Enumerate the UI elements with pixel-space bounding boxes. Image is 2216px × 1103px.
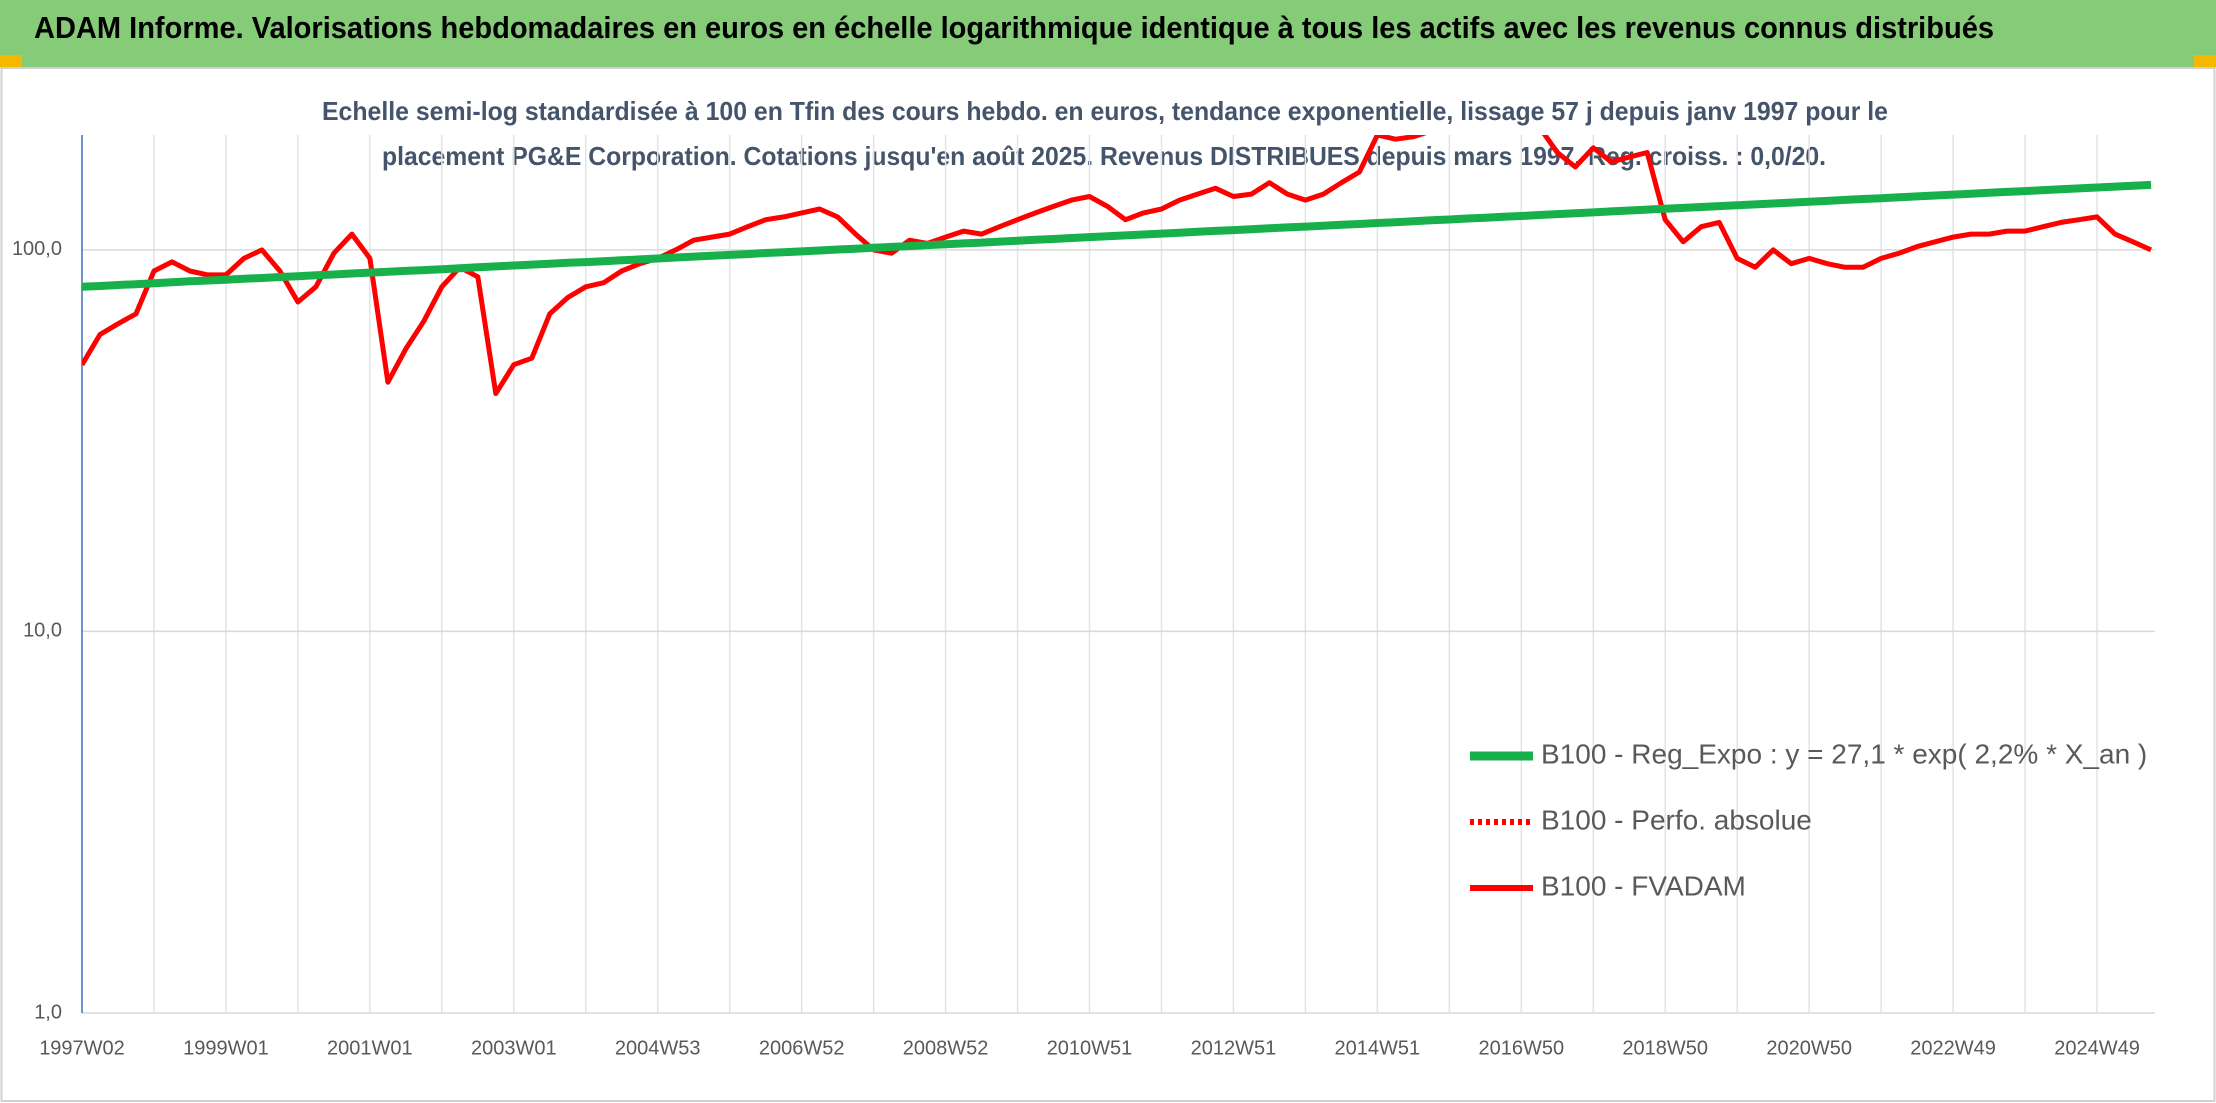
legend-label: B100 - Perfo. absolue xyxy=(1541,804,1812,835)
subtitle: Echelle semi-log standardisée à 100 en T… xyxy=(322,96,1888,126)
header-title: ADAM Informe. Valorisations hebdomadaire… xyxy=(34,10,1994,45)
corner-mark xyxy=(0,55,22,68)
series-line xyxy=(82,180,2152,291)
plot-area xyxy=(82,135,2153,397)
legend-label: B100 - FVADAM xyxy=(1541,870,1746,901)
x-tick-label: 2022W49 xyxy=(1910,1037,1996,1059)
series-line xyxy=(82,135,2153,397)
x-tick-label: 2018W50 xyxy=(1622,1037,1708,1059)
legend-label: B100 - Reg_Expo : y = 27,1 * exp( 2,2% *… xyxy=(1541,738,2147,769)
x-tick-label: 2001W01 xyxy=(327,1037,413,1059)
x-tick-label: 2010W51 xyxy=(1047,1037,1133,1059)
x-tick-label: 2014W51 xyxy=(1335,1037,1421,1059)
y-tick-label: 10,0 xyxy=(23,620,62,642)
x-tick-label: 2008W52 xyxy=(903,1037,989,1059)
x-tick-label: 2016W50 xyxy=(1478,1037,1564,1059)
x-tick-label: 2004W53 xyxy=(615,1037,701,1059)
x-tick-label: 2024W49 xyxy=(2054,1037,2140,1059)
x-tick-label: 1999W01 xyxy=(183,1037,269,1059)
x-tick-label: 1997W02 xyxy=(39,1037,125,1059)
x-tick-label: 2003W01 xyxy=(471,1037,557,1059)
header-band xyxy=(0,0,2216,68)
subtitle: placement PG&E Corporation. Cotations ju… xyxy=(382,141,1826,171)
x-tick-label: 2012W51 xyxy=(1191,1037,1277,1059)
x-tick-label: 2006W52 xyxy=(759,1037,845,1059)
y-tick-label: 100,0 xyxy=(12,238,62,260)
y-tick-label: 1,0 xyxy=(34,1001,62,1023)
frame xyxy=(0,67,2216,1102)
corner-mark xyxy=(2194,55,2216,68)
x-tick-label: 2020W50 xyxy=(1766,1037,1852,1059)
